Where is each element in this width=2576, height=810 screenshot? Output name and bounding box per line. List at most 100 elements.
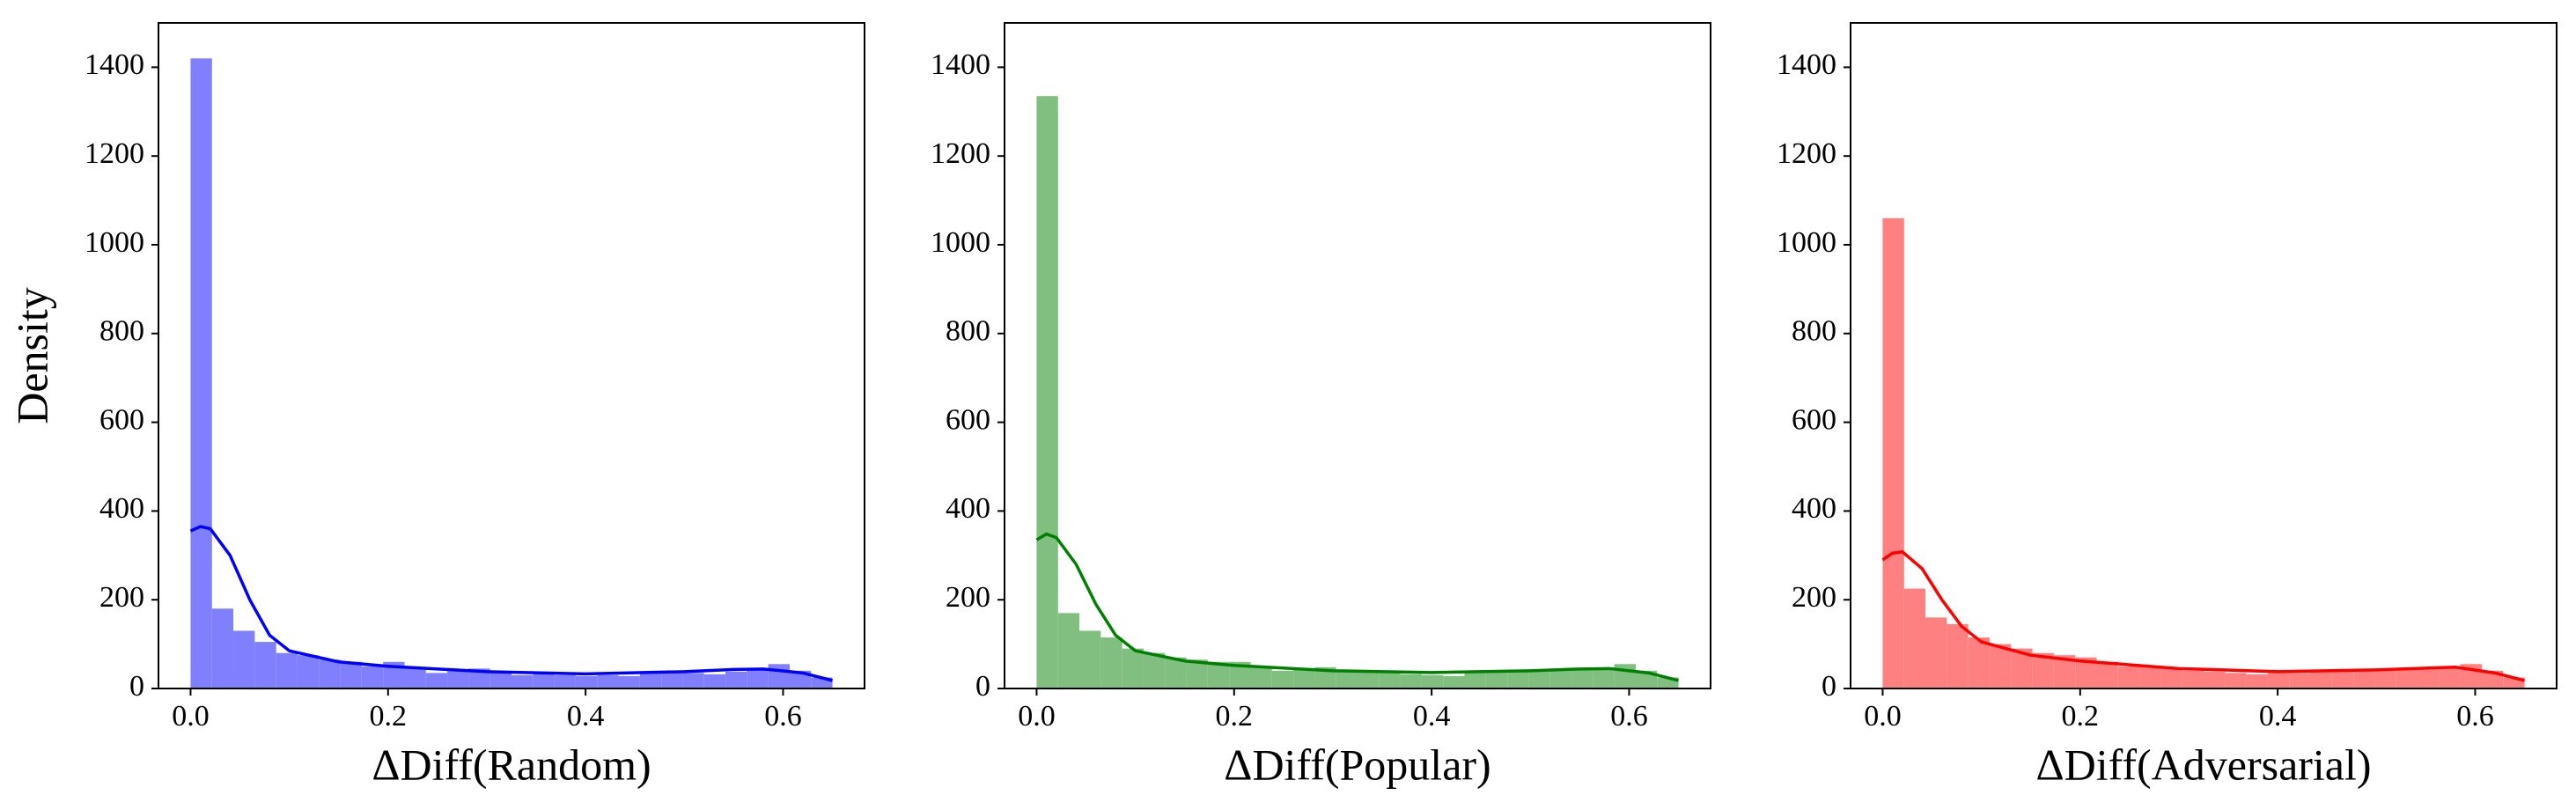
histogram-bar <box>2182 670 2204 688</box>
histogram-bar <box>2246 674 2268 688</box>
y-tick-label: 200 <box>946 581 990 614</box>
histogram-bar <box>1400 674 1422 688</box>
histogram-bar <box>190 58 212 688</box>
histogram-bar <box>425 673 448 688</box>
histogram-bar <box>276 652 298 688</box>
y-tick-label: 600 <box>1792 403 1836 436</box>
histogram-bar <box>1528 671 1550 688</box>
histogram-bar <box>340 661 362 688</box>
y-tick-label: 1400 <box>1777 48 1836 81</box>
histogram-bar <box>2310 671 2332 688</box>
histogram-bar <box>1968 637 1990 688</box>
y-tick-label: 200 <box>1792 581 1836 614</box>
histogram-bar <box>575 675 598 688</box>
axes-frame <box>158 22 865 689</box>
y-tick-label: 1200 <box>1777 137 1836 170</box>
histogram-bar <box>618 675 640 688</box>
y-tick-label: 1000 <box>85 226 144 259</box>
x-axis-label: ΔDiff(Adversarial) <box>2035 740 2371 789</box>
histogram-bar <box>1358 671 1380 688</box>
histogram-bar <box>2225 673 2247 688</box>
y-tick-label: 0 <box>975 670 990 703</box>
y-tick-label: 1200 <box>931 137 990 170</box>
histogram-bar <box>319 659 341 688</box>
histogram-bar <box>1122 648 1144 688</box>
histogram-bar <box>1989 644 2012 688</box>
x-tick-label: 0.6 <box>764 700 802 733</box>
histogram-bar <box>1443 675 1465 688</box>
x-tick-label: 0.0 <box>1018 700 1056 733</box>
y-tick-label: 1200 <box>85 137 144 170</box>
histogram-bar <box>1947 623 1969 688</box>
x-tick-label: 0.2 <box>2062 700 2100 733</box>
x-tick-label: 0.4 <box>1413 700 1451 733</box>
histogram-bar <box>639 673 662 688</box>
x-tick-label: 0.6 <box>1610 700 1648 733</box>
axes-frame <box>1850 22 2558 689</box>
histogram-bar <box>703 674 726 688</box>
histogram-bar <box>1079 630 1101 688</box>
histogram-bar <box>2139 666 2161 688</box>
histogram-bar <box>1057 613 1080 688</box>
y-axis-label: Density <box>7 287 56 424</box>
histogram-bar <box>682 673 704 688</box>
histogram-bar <box>1485 670 1508 688</box>
y-tick-label: 800 <box>99 315 144 348</box>
histogram-bar <box>1336 670 1358 688</box>
histogram-bar <box>1549 670 1572 688</box>
histogram-bar <box>2117 666 2140 688</box>
y-tick-label: 1400 <box>85 48 144 81</box>
histogram-bar <box>2374 670 2396 688</box>
histogram-bar <box>1036 96 1058 688</box>
histogram-bar <box>233 630 255 688</box>
y-tick-label: 400 <box>946 492 990 525</box>
histogram-bar <box>1250 666 1272 688</box>
y-tick-label: 400 <box>1792 492 1836 525</box>
y-tick-label: 800 <box>946 315 990 348</box>
x-axis-label: ΔDiff(Popular) <box>1224 740 1490 789</box>
histogram-bar <box>297 655 320 688</box>
histogram-bar <box>489 673 512 688</box>
x-tick-label: 0.2 <box>370 700 408 733</box>
histogram-bar <box>1464 673 1486 688</box>
histogram-bar <box>2439 666 2461 688</box>
y-tick-label: 1400 <box>931 48 990 81</box>
x-axis-label: ΔDiff(Random) <box>372 740 651 789</box>
histogram-bar <box>725 671 747 688</box>
histogram-bar <box>1903 588 1926 688</box>
y-tick-label: 1000 <box>931 226 990 259</box>
histogram-bar <box>254 642 276 688</box>
kde-line <box>1881 549 2525 682</box>
histogram-bar <box>512 674 534 688</box>
histogram-bar <box>1165 657 1187 688</box>
x-tick-label: 0.6 <box>2456 700 2494 733</box>
histogram-bar <box>768 664 790 688</box>
histogram-bar <box>1421 674 1444 688</box>
histogram-bar <box>2331 670 2354 688</box>
histogram-bar <box>1571 669 1593 688</box>
x-tick-label: 0.4 <box>2259 700 2297 733</box>
histogram-bar <box>2096 661 2118 688</box>
histogram-bar <box>361 666 384 688</box>
y-tick-label: 400 <box>99 492 144 525</box>
x-tick-label: 0.0 <box>1864 700 1902 733</box>
histogram-bar <box>533 674 555 688</box>
histogram-bar <box>1925 617 1947 688</box>
histogram-bar <box>1271 670 1294 688</box>
histogram-bar <box>211 608 234 688</box>
histogram-bar <box>1379 673 1401 688</box>
histogram-bar <box>1143 652 1166 688</box>
histogram-bar <box>404 668 426 688</box>
histogram-bar <box>1293 668 1315 688</box>
histogram-bar <box>2204 671 2226 688</box>
x-tick-label: 0.2 <box>1216 700 1254 733</box>
kde-line <box>1035 532 1679 682</box>
y-tick-label: 600 <box>99 403 144 436</box>
x-tick-label: 0.0 <box>172 700 210 733</box>
histogram-bar <box>2396 669 2418 688</box>
histogram-bar <box>1100 637 1122 688</box>
histogram-bar <box>447 670 469 688</box>
histogram-bar <box>747 669 769 688</box>
